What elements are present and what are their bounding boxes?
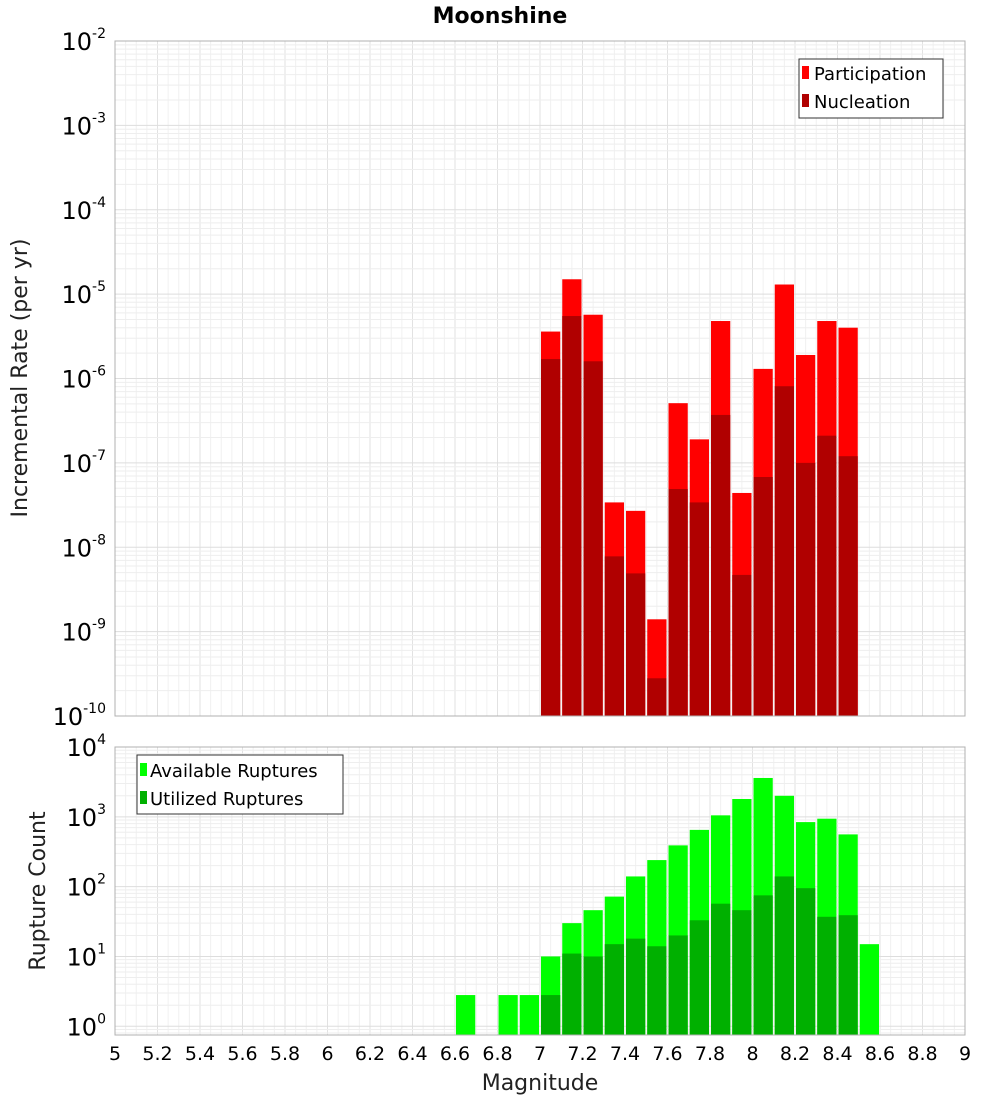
legend-label-utilized: Utilized Ruptures (150, 789, 303, 810)
top-bar-nucleation (753, 477, 773, 716)
bottom-bar-utilized-ruptures (711, 903, 731, 1035)
x-tick-label: 8.4 (822, 1043, 852, 1065)
bottom-bar-utilized-ruptures (753, 895, 773, 1035)
top-bar-nucleation (668, 489, 688, 716)
top-y-tick-label: 10-6 (61, 364, 106, 394)
x-tick-label: 6.4 (397, 1043, 427, 1065)
legend-label-participation: Participation (814, 64, 926, 85)
bottom-bar-utilized-ruptures (689, 920, 709, 1035)
x-tick-label: 8 (746, 1043, 758, 1065)
bottom-bar-available-ruptures (498, 995, 518, 1035)
x-tick-label: 5.8 (270, 1043, 300, 1065)
legend-label-nucleation: Nucleation (814, 92, 910, 113)
bottom-bar-utilized-ruptures (796, 888, 816, 1035)
bottom-y-axis-label: Rupture Count (26, 811, 51, 971)
x-ticks: 5 5.2 5.4 5.6 5.8 6 6.2 6.4 6.6 6.8 7 7.2 7.4 7.6 7.8 8… (109, 1043, 971, 1065)
top-bars (541, 279, 858, 716)
top-bar-nucleation (774, 386, 794, 716)
top-y-axis-label: Incremental Rate (per yr) (8, 239, 33, 518)
bottom-bar-utilized-ruptures (583, 956, 603, 1035)
bottom-plot-border (114, 746, 966, 1036)
bottom-bar-available-ruptures (519, 995, 539, 1035)
bottom-bar-utilized-ruptures (817, 916, 837, 1035)
bottom-bar-utilized-ruptures (562, 953, 582, 1035)
top-y-tick-label: 10-5 (61, 279, 106, 309)
top-y-ticks: 10-2 10-3 10-4 10-5 10-6 10-7 10-8 10-9 10-10 (53, 26, 107, 731)
top-y-tick-label: 10-10 (53, 701, 106, 731)
legend-swatch-nucleation (802, 94, 809, 107)
bottom-bar-utilized-ruptures (668, 935, 688, 1035)
legend-swatch-available (140, 763, 147, 776)
bottom-legend: Available Ruptures Utilized Ruptures (136, 754, 344, 815)
x-tick-label: 6.2 (355, 1043, 385, 1065)
top-bar-nucleation (541, 359, 561, 716)
bottom-y-tick-label: 101 (67, 941, 106, 971)
top-bar-nucleation (817, 435, 837, 716)
bottom-bar-utilized-ruptures (604, 944, 624, 1035)
chart-title: Moonshine (433, 4, 568, 29)
top-bar-nucleation (562, 316, 582, 716)
bottom-y-tick-label: 103 (67, 802, 106, 832)
bottom-bar-available-ruptures (859, 944, 879, 1035)
top-bar-nucleation (796, 462, 816, 716)
x-tick-label: 5.4 (185, 1043, 215, 1065)
top-bar-nucleation (626, 573, 646, 716)
x-tick-label: 5.6 (227, 1043, 257, 1065)
x-tick-label: 7.6 (652, 1043, 682, 1065)
x-tick-label: 7.4 (610, 1043, 640, 1065)
legend-label-available: Available Ruptures (150, 761, 318, 782)
bottom-bars (456, 777, 879, 1035)
bottom-bar-utilized-ruptures (732, 910, 752, 1035)
x-tick-label: 5 (109, 1043, 121, 1065)
top-y-tick-label: 10-8 (61, 532, 106, 562)
top-y-tick-label: 10-3 (61, 110, 106, 140)
bottom-bar-utilized-ruptures (626, 938, 646, 1035)
bottom-bar-utilized-ruptures (838, 915, 858, 1035)
bottom-bar-utilized-ruptures (774, 876, 794, 1035)
x-tick-label: 9 (959, 1043, 971, 1065)
legend-swatch-participation (802, 66, 809, 79)
bottom-y-ticks: 104 103 102 101 100 (67, 732, 107, 1041)
top-y-tick-label: 10-7 (61, 448, 106, 478)
x-tick-label: 6.8 (482, 1043, 512, 1065)
top-y-tick-label: 10-2 (61, 26, 106, 56)
bottom-bar-utilized-ruptures (541, 995, 561, 1035)
top-legend: Participation Nucleation (798, 58, 944, 119)
top-plot-border (114, 40, 966, 717)
legend-swatch-utilized (140, 791, 147, 804)
bottom-y-tick-label: 102 (67, 872, 106, 902)
top-bar-nucleation (838, 456, 858, 716)
top-bar-nucleation (583, 361, 603, 716)
top-bar-nucleation (647, 678, 667, 716)
x-tick-label: 7 (534, 1043, 546, 1065)
x-tick-label: 8.2 (780, 1043, 810, 1065)
top-bar-nucleation (689, 502, 709, 716)
x-tick-label: 7.8 (695, 1043, 725, 1065)
x-tick-label: 8.6 (865, 1043, 895, 1065)
bottom-bar-utilized-ruptures (647, 946, 667, 1035)
top-bar-nucleation (604, 556, 624, 716)
top-y-tick-label: 10-4 (61, 195, 106, 225)
bottom-y-tick-label: 100 (67, 1011, 106, 1041)
top-bar-nucleation (732, 574, 752, 716)
x-tick-label: 8.8 (907, 1043, 937, 1065)
x-tick-label: 7.2 (567, 1043, 597, 1065)
x-tick-label: 6 (321, 1043, 333, 1065)
top-legend-box (798, 58, 944, 119)
bottom-y-tick-label: 104 (67, 732, 107, 762)
top-y-tick-label: 10-9 (61, 617, 106, 647)
top-grid (114, 40, 966, 717)
bottom-legend-box (136, 754, 344, 815)
x-axis-label: Magnitude (482, 1071, 599, 1096)
bottom-bar-available-ruptures (456, 995, 476, 1035)
top-bar-nucleation (711, 414, 731, 716)
x-tick-label: 5.2 (142, 1043, 172, 1065)
x-tick-label: 6.6 (440, 1043, 470, 1065)
